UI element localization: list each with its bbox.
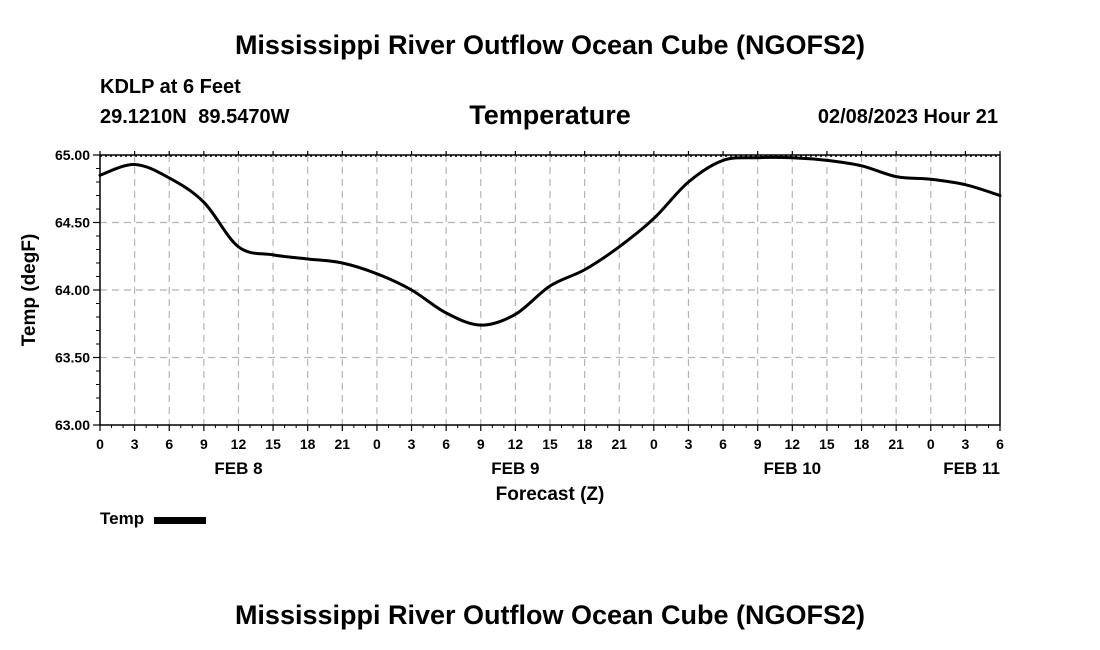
data-point: [202, 201, 205, 204]
x-tick-label: 9: [754, 436, 762, 452]
x-axis-label: Forecast (Z): [496, 484, 605, 505]
x-tick-label: 12: [785, 436, 801, 452]
x-tick-label: 3: [961, 436, 969, 452]
x-tick-label: 6: [442, 436, 450, 452]
data-point: [964, 183, 967, 186]
x-tick-label: 6: [165, 436, 173, 452]
data-point: [99, 174, 102, 177]
plot-frame: [99, 154, 1001, 426]
chart-ticks: [93, 151, 1001, 431]
x-tick-label: 12: [508, 436, 524, 452]
series-line-temp: [98, 155, 1002, 327]
date-labels: FEB 8 FEB 9 FEB 10 FEB 11: [214, 459, 1000, 478]
legend-swatch-temp: [154, 517, 207, 524]
data-point: [306, 257, 309, 260]
data-point: [168, 176, 171, 179]
x-tick-label: 18: [577, 436, 593, 452]
data-point: [133, 163, 136, 166]
x-tick-label: 12: [231, 436, 247, 452]
x-tick-label: 6: [996, 436, 1004, 452]
chart-legend: Temp: [100, 509, 207, 529]
x-tick-label: 18: [854, 436, 870, 452]
data-point: [756, 156, 759, 159]
data-point: [272, 253, 275, 256]
page-title: Mississippi River Outflow Ocean Cube (NG…: [234, 30, 866, 60]
data-point: [652, 217, 655, 220]
x-tick-label: 0: [927, 436, 935, 452]
y-tick-label: 63.50: [55, 350, 90, 366]
data-point: [445, 311, 448, 314]
data-point: [860, 164, 863, 167]
data-point: [999, 194, 1002, 197]
x-tick-label: 6: [719, 436, 727, 452]
legend-label-temp: Temp: [100, 509, 145, 528]
y-axis-label: Temp (degF): [19, 234, 40, 347]
data-point: [929, 178, 932, 181]
date-label: FEB 11: [943, 459, 1000, 478]
x-tick-labels: 0 3 6 9 12 15 18 21 0 3 6 9 12 15 18 21 0 3 6 9 12 15 18 21 0 3 6: [96, 436, 1004, 452]
x-tick-label: 21: [888, 436, 904, 452]
y-tick-label: 63.00: [55, 417, 90, 433]
data-point: [341, 262, 344, 265]
data-point: [895, 175, 898, 178]
x-tick-label: 15: [265, 436, 281, 452]
x-tick-label: 3: [685, 436, 693, 452]
x-tick-label: 9: [477, 436, 485, 452]
y-tick-labels: 63.00 63.50 64.00 64.50 65.00: [55, 147, 90, 433]
data-point: [479, 324, 482, 327]
data-point: [514, 313, 517, 316]
data-point: [687, 181, 690, 184]
y-tick-label: 64.00: [55, 282, 90, 298]
data-point: [825, 159, 828, 162]
y-tick-label: 65.00: [55, 147, 90, 163]
data-point: [375, 272, 378, 275]
x-tick-label: 15: [542, 436, 558, 452]
parameter-title: Temperature: [469, 100, 631, 130]
x-tick-label: 15: [819, 436, 835, 452]
data-point: [237, 245, 240, 248]
footer-title: Mississippi River Outflow Ocean Cube (NG…: [234, 600, 866, 630]
y-tick-label: 64.50: [55, 215, 90, 231]
date-label: FEB 8: [214, 459, 262, 478]
data-point: [583, 268, 586, 271]
station-label: KDLP at 6 Feet: [100, 76, 241, 98]
x-tick-label: 18: [300, 436, 316, 452]
date-label: FEB 10: [763, 459, 821, 478]
x-tick-label: 0: [650, 436, 658, 452]
chart-grid: [100, 155, 1000, 425]
x-tick-label: 3: [131, 436, 139, 452]
x-tick-label: 0: [373, 436, 381, 452]
data-point: [618, 245, 621, 248]
forecast-timestamp: 02/08/2023 Hour 21: [817, 106, 998, 128]
station-coordinates: 29.1210N 89.5470W: [100, 106, 290, 128]
x-tick-label: 9: [200, 436, 208, 452]
x-tick-label: 21: [611, 436, 627, 452]
data-point: [549, 284, 552, 287]
x-tick-label: 3: [408, 436, 416, 452]
date-label: FEB 9: [491, 459, 539, 478]
data-point: [722, 159, 725, 162]
data-point: [791, 156, 794, 159]
data-point: [410, 289, 413, 292]
x-tick-label: 21: [335, 436, 351, 452]
x-tick-label: 0: [96, 436, 104, 452]
